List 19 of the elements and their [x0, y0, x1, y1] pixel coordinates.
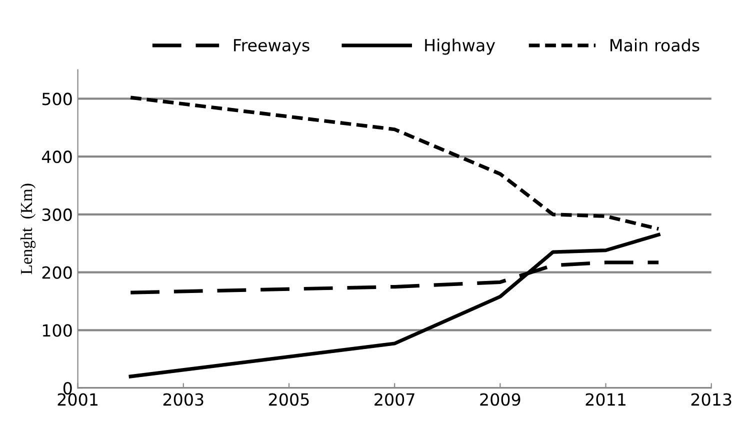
legend-label: Highway — [425, 38, 496, 55]
x-tick-label: 2003 — [163, 393, 204, 406]
y-axis-title: Lenght (Km) — [20, 184, 36, 274]
y-tick-label: 500 — [42, 92, 72, 106]
x-tick-label: 2009 — [480, 393, 520, 406]
y-tick-label: 400 — [42, 150, 72, 164]
y-tick-label: 200 — [42, 266, 72, 279]
x-tick-label: 2007 — [374, 393, 414, 406]
x-tick-label: 2005 — [269, 393, 309, 406]
line-series — [128, 96, 660, 231]
y-tick-label: 300 — [42, 208, 72, 221]
y-tick-label: 0 — [63, 382, 72, 395]
legend-label: Main roads — [610, 38, 700, 52]
x-tick-label: 2001 — [58, 393, 98, 406]
x-tick-label: 2013 — [691, 393, 732, 406]
y-tick-label: 100 — [42, 324, 72, 337]
line-series — [128, 232, 660, 378]
legend-label: Freeways — [234, 39, 310, 55]
x-tick-label: 2011 — [586, 393, 626, 406]
